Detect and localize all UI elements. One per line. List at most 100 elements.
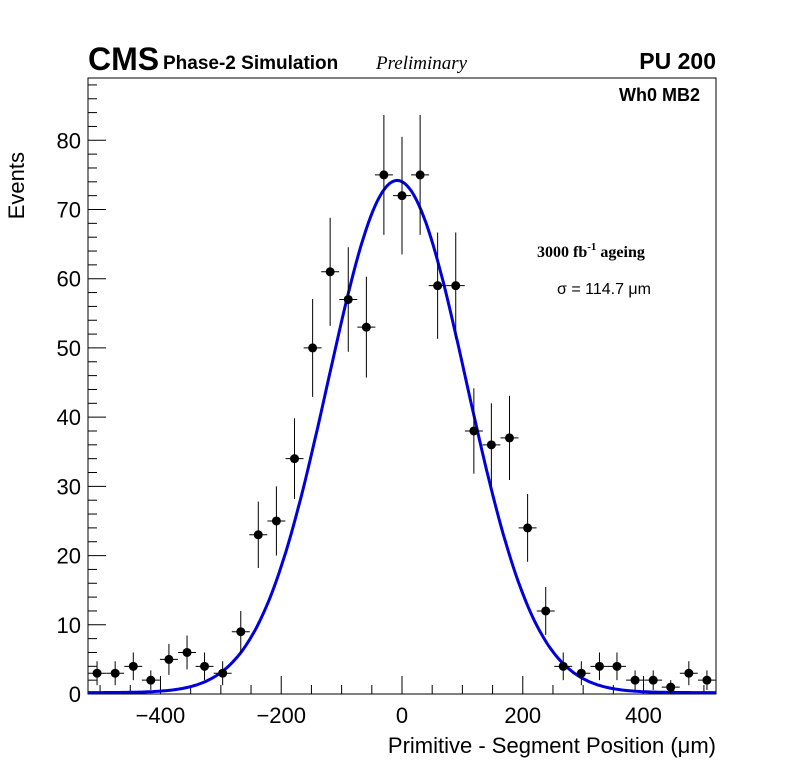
y-tick-label: 20 xyxy=(57,544,81,569)
data-point xyxy=(554,652,573,681)
data-point xyxy=(124,652,143,681)
data-marker xyxy=(702,675,712,685)
data-point xyxy=(249,501,268,569)
data-point xyxy=(644,670,663,690)
y-axis-title: Events xyxy=(4,152,29,219)
data-points-layer xyxy=(88,114,716,694)
y-tick-label: 30 xyxy=(57,474,81,499)
data-point xyxy=(195,652,214,681)
x-tick-label: 200 xyxy=(504,703,541,728)
data-marker xyxy=(451,281,461,291)
data-marker xyxy=(290,454,300,464)
x-tick-label: 0 xyxy=(396,703,408,728)
data-point xyxy=(231,610,250,653)
data-marker xyxy=(630,675,640,685)
x-axis-title: Primitive - Segment Position (μm) xyxy=(388,733,716,758)
data-marker xyxy=(612,661,622,671)
y-tick-label: 0 xyxy=(69,682,81,707)
y-tick-label: 60 xyxy=(57,267,81,292)
y-tick-label: 10 xyxy=(57,613,81,638)
data-marker xyxy=(523,523,533,533)
data-point xyxy=(159,643,178,675)
data-point xyxy=(536,586,555,635)
header: CMS Phase-2 Simulation Preliminary PU 20… xyxy=(88,41,716,77)
ageing-label-prefix: 3000 fb xyxy=(537,244,587,261)
data-point xyxy=(608,652,626,681)
data-point xyxy=(321,217,340,326)
data-marker xyxy=(433,281,443,291)
data-marker xyxy=(469,426,479,436)
data-point xyxy=(500,395,519,481)
data-point xyxy=(178,635,196,670)
ageing-label-exponent: -1 xyxy=(587,241,596,253)
experiment-label: CMS xyxy=(88,41,159,77)
data-marker xyxy=(218,668,228,678)
data-marker xyxy=(361,322,371,332)
y-tick-label: 80 xyxy=(57,128,81,153)
data-marker xyxy=(594,661,604,671)
data-point xyxy=(697,670,716,690)
data-point xyxy=(679,661,698,686)
data-point xyxy=(88,661,107,686)
data-marker xyxy=(325,267,335,277)
ageing-label-suffix: ageing xyxy=(596,244,644,261)
data-point xyxy=(661,680,680,694)
x-tick-label: 400 xyxy=(625,703,662,728)
data-point xyxy=(106,661,125,686)
data-marker xyxy=(343,294,353,304)
data-marker xyxy=(415,170,425,180)
data-marker xyxy=(236,627,246,637)
data-marker xyxy=(558,661,568,671)
data-marker xyxy=(146,675,156,685)
data-point xyxy=(411,114,430,235)
data-marker xyxy=(504,433,514,443)
data-marker xyxy=(182,647,192,657)
data-point xyxy=(267,486,286,556)
data-marker xyxy=(128,661,138,671)
sigma-label: σ = 114.7 μm xyxy=(557,281,651,298)
y-tick-label: 50 xyxy=(57,336,81,361)
data-point xyxy=(374,114,393,235)
y-tick-label: 40 xyxy=(57,405,81,430)
x-tick-label: −400 xyxy=(136,703,186,728)
data-point xyxy=(518,493,537,562)
data-point xyxy=(626,670,645,690)
data-point xyxy=(213,661,232,686)
data-marker xyxy=(648,675,658,685)
data-marker xyxy=(271,516,281,526)
data-point xyxy=(590,652,609,681)
pileup-label: PU 200 xyxy=(639,48,716,74)
y-tick-label: 70 xyxy=(57,198,81,223)
data-marker xyxy=(308,343,318,353)
data-point xyxy=(303,298,322,397)
data-point xyxy=(572,661,591,686)
data-marker xyxy=(397,191,407,201)
data-marker xyxy=(576,668,586,678)
data-point xyxy=(482,403,501,487)
data-marker xyxy=(110,668,120,678)
x-tick-label: −200 xyxy=(256,703,306,728)
data-point xyxy=(357,276,376,378)
axis-ticks: 0 10 20 30 40 50 60 70 80 −400 −200 0 200 400 xyxy=(57,84,705,728)
data-marker xyxy=(164,654,174,664)
data-point xyxy=(339,247,358,352)
data-point xyxy=(446,232,465,339)
subtitle-label: Phase-2 Simulation xyxy=(163,53,338,74)
data-point xyxy=(428,232,447,339)
region-label: Wh0 MB2 xyxy=(619,85,700,105)
data-point xyxy=(141,670,160,690)
data-marker xyxy=(379,170,389,180)
data-marker xyxy=(200,661,210,671)
data-marker xyxy=(486,440,496,450)
data-point xyxy=(393,136,411,255)
data-marker xyxy=(666,682,676,692)
data-marker xyxy=(92,668,102,678)
data-point xyxy=(285,418,304,500)
data-marker xyxy=(253,530,263,540)
data-marker xyxy=(684,668,694,678)
data-point xyxy=(464,388,483,474)
status-label: Preliminary xyxy=(375,53,468,74)
data-marker xyxy=(541,606,551,616)
ageing-label: 3000 fb-1 ageing xyxy=(537,241,645,261)
